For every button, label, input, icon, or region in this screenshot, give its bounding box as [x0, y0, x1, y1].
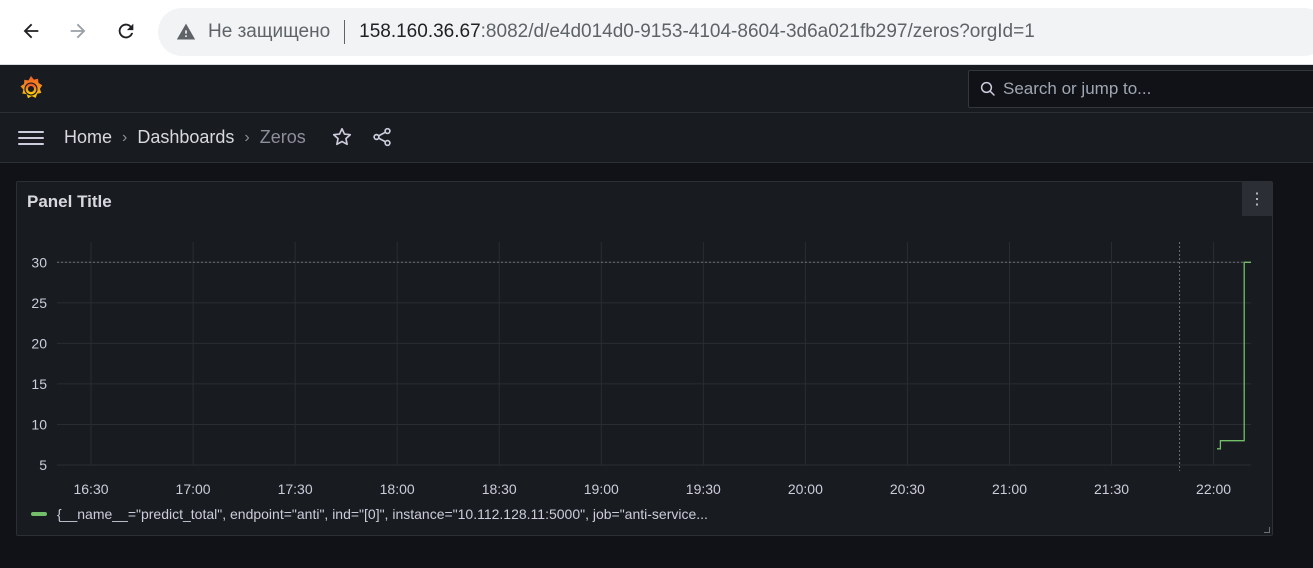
x-tick-label: 17:00 — [176, 481, 211, 497]
x-tick-label: 20:00 — [788, 481, 823, 497]
x-tick-label: 22:00 — [1196, 481, 1231, 497]
x-tick-label: 18:30 — [482, 481, 517, 497]
chevron-right-icon: › — [122, 128, 128, 146]
dashboard-panel: Panel Title ⋮ 30 25 20 15 10 5 16:30 17:00 17:30… — [16, 181, 1273, 536]
search-input[interactable]: Search or jump to... — [968, 70, 1313, 108]
breadcrumb-current: Zeros — [259, 127, 306, 147]
x-tick-label: 16:30 — [73, 481, 108, 497]
x-tick-label: 19:30 — [686, 481, 721, 497]
y-tick-label: 15 — [31, 376, 47, 392]
resize-handle[interactable] — [1264, 527, 1270, 533]
y-tick-label: 10 — [31, 416, 47, 432]
arrow-left-icon — [23, 23, 39, 39]
menu-icon[interactable] — [18, 127, 44, 149]
y-tick-label: 20 — [31, 335, 47, 351]
back-button[interactable] — [14, 14, 48, 48]
chevron-right-icon: › — [244, 128, 250, 146]
y-tick-label: 25 — [31, 295, 47, 311]
forward-button[interactable] — [61, 14, 95, 48]
breadcrumb-bar: Home › Dashboards › Zeros — [0, 113, 1313, 163]
url-host: 158.160.36.67 — [359, 21, 481, 42]
y-tick-label: 5 — [39, 457, 47, 473]
url-path: :8082/d/e4d014d0-9153-4104-8604-3d6a021f… — [480, 21, 1035, 42]
kebab-menu-icon: ⋮ — [1249, 191, 1265, 208]
breadcrumb: Home › Dashboards › Zeros — [64, 127, 306, 148]
x-tick-label: 19:00 — [584, 481, 619, 497]
share-icon[interactable] — [371, 126, 393, 148]
panel-title[interactable]: Panel Title — [27, 192, 112, 211]
legend-swatch — [31, 512, 47, 516]
reload-icon — [118, 23, 134, 39]
chart-legend[interactable]: {__name__="predict_total", endpoint="ant… — [31, 506, 708, 522]
search-placeholder: Search or jump to... — [1003, 79, 1152, 98]
series-line — [1217, 261, 1251, 450]
search-icon — [980, 81, 995, 96]
grafana-topbar: Search or jump to... — [0, 65, 1313, 113]
x-tick-label: 20:30 — [890, 481, 925, 497]
warning-icon — [176, 23, 196, 40]
arrow-right-icon — [70, 23, 86, 39]
grafana-logo-icon[interactable] — [16, 74, 46, 104]
security-label: Не защищено — [208, 21, 331, 42]
x-tick-label: 17:30 — [278, 481, 313, 497]
panel-menu-button[interactable]: ⋮ — [1242, 182, 1272, 216]
separator — [344, 20, 346, 44]
x-tick-label: 18:00 — [380, 481, 415, 497]
star-icon[interactable] — [331, 126, 353, 148]
breadcrumb-home[interactable]: Home — [64, 127, 113, 147]
browser-toolbar: Не защищено 158.160.36.67 :8082/d/e4d014… — [0, 0, 1313, 65]
y-tick-label: 30 — [31, 254, 47, 270]
x-tick-label: 21:00 — [992, 481, 1027, 497]
reload-button[interactable] — [109, 14, 143, 48]
breadcrumb-dashboards[interactable]: Dashboards — [137, 127, 235, 147]
address-bar[interactable]: Не защищено 158.160.36.67 :8082/d/e4d014… — [158, 8, 1313, 56]
legend-label: {__name__="predict_total", endpoint="ant… — [57, 506, 708, 522]
x-tick-label: 21:30 — [1094, 481, 1129, 497]
timeseries-chart[interactable]: 30 25 20 15 10 5 16:30 17:00 17:30 18:00 18:30 19:0… — [17, 182, 1274, 502]
